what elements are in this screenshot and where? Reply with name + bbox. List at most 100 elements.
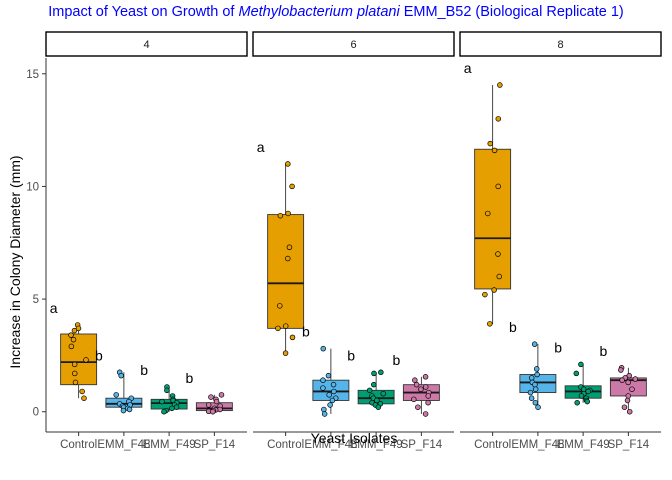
- data-point: [425, 393, 431, 399]
- data-point: [329, 397, 336, 404]
- data-point: [320, 385, 326, 391]
- x-tick-label: EMM_F49: [143, 439, 196, 451]
- data-point: [495, 251, 501, 257]
- x-tick-label: EMM_F48: [511, 439, 564, 451]
- data-point: [286, 244, 293, 251]
- data-point: [120, 407, 127, 414]
- data-point: [528, 395, 535, 401]
- data-point: [422, 411, 429, 417]
- significance-letter: b: [140, 362, 148, 378]
- data-point: [275, 325, 281, 332]
- data-point: [213, 398, 220, 405]
- significance-letter: a: [257, 139, 265, 155]
- x-tick-label: Control: [474, 439, 511, 451]
- data-point: [75, 325, 82, 332]
- data-point: [282, 323, 289, 329]
- y-axis-label: Increase in Colony Diameter (mm): [7, 155, 23, 368]
- data-point: [320, 345, 326, 352]
- data-point: [580, 386, 587, 392]
- box: [150, 398, 188, 410]
- data-point: [126, 406, 133, 413]
- data-point: [411, 396, 417, 403]
- data-point: [371, 381, 377, 388]
- data-point: [79, 388, 85, 395]
- data-point: [68, 332, 74, 338]
- axes-layer: Increase in Colony Diameter (mm) Yeast I…: [7, 58, 397, 446]
- x-tick-label: SP_F14: [401, 439, 443, 451]
- data-point: [487, 140, 493, 147]
- data-point: [625, 379, 631, 386]
- data-point: [282, 350, 289, 356]
- significance-letter: a: [50, 300, 58, 316]
- data-point: [425, 399, 431, 406]
- data-point: [482, 291, 488, 298]
- data-point: [327, 402, 333, 408]
- panels-layer: 4 Control a EMM_F48 b EMM_F49 b SP_F14 b 6 Control…: [45, 31, 662, 451]
- data-point: [495, 116, 502, 122]
- data-point: [487, 321, 493, 327]
- data-point: [574, 399, 580, 406]
- y-tick-label: 5: [33, 294, 39, 306]
- title-species: Methylobacterium platani: [238, 4, 400, 20]
- data-point: [625, 393, 631, 399]
- y-tick-label: 15: [26, 69, 39, 81]
- data-point: [422, 374, 429, 380]
- data-point: [497, 82, 503, 88]
- data-point: [68, 343, 75, 350]
- title-suffix: EMM_B52 (Biological Replicate 1): [399, 4, 624, 20]
- data-point: [535, 404, 541, 410]
- data-point: [418, 386, 424, 392]
- data-point: [70, 336, 77, 343]
- data-point: [169, 405, 175, 412]
- x-tick-label: EMM_F49: [557, 439, 610, 451]
- data-point: [533, 366, 540, 372]
- facet-strip: [459, 31, 662, 57]
- data-point: [325, 372, 332, 379]
- box: [60, 333, 98, 386]
- facet-strip-label: 6: [350, 39, 356, 51]
- data-point: [71, 361, 78, 368]
- data-point: [72, 379, 79, 386]
- data-point: [375, 404, 382, 410]
- data-point: [485, 210, 491, 217]
- data-point: [534, 371, 540, 378]
- data-point: [380, 390, 386, 397]
- x-tick-label: SP_F14: [194, 439, 236, 451]
- data-point: [118, 372, 124, 379]
- data-point: [629, 386, 635, 392]
- significance-letter: b: [554, 339, 562, 355]
- data-point: [285, 210, 291, 217]
- data-point: [413, 381, 420, 388]
- y-tick-label: 10: [26, 181, 39, 193]
- x-tick-label: SP_F14: [608, 439, 650, 451]
- data-point: [412, 377, 418, 383]
- data-point: [321, 411, 328, 417]
- data-point: [72, 370, 78, 377]
- data-point: [585, 388, 591, 395]
- data-point: [366, 387, 373, 394]
- data-point: [210, 408, 216, 415]
- significance-letter: b: [392, 352, 400, 368]
- data-point: [330, 381, 337, 388]
- data-point: [285, 255, 291, 262]
- box: [474, 148, 512, 290]
- data-point: [83, 357, 89, 363]
- data-point: [320, 377, 326, 383]
- significance-letter: a: [464, 60, 472, 76]
- significance-letter: b: [509, 319, 517, 335]
- y-tick-label: 0: [33, 407, 39, 419]
- data-point: [173, 404, 180, 410]
- data-point: [378, 369, 384, 376]
- data-point: [527, 389, 534, 396]
- x-tick-label: Control: [267, 439, 304, 451]
- data-point: [81, 395, 87, 401]
- data-point: [619, 377, 625, 383]
- data-point: [161, 408, 167, 415]
- facet-strip: [252, 31, 455, 57]
- significance-letter: b: [599, 343, 607, 359]
- significance-letter: b: [185, 370, 193, 386]
- data-point: [532, 386, 539, 392]
- data-point: [71, 327, 78, 334]
- box: [312, 379, 350, 401]
